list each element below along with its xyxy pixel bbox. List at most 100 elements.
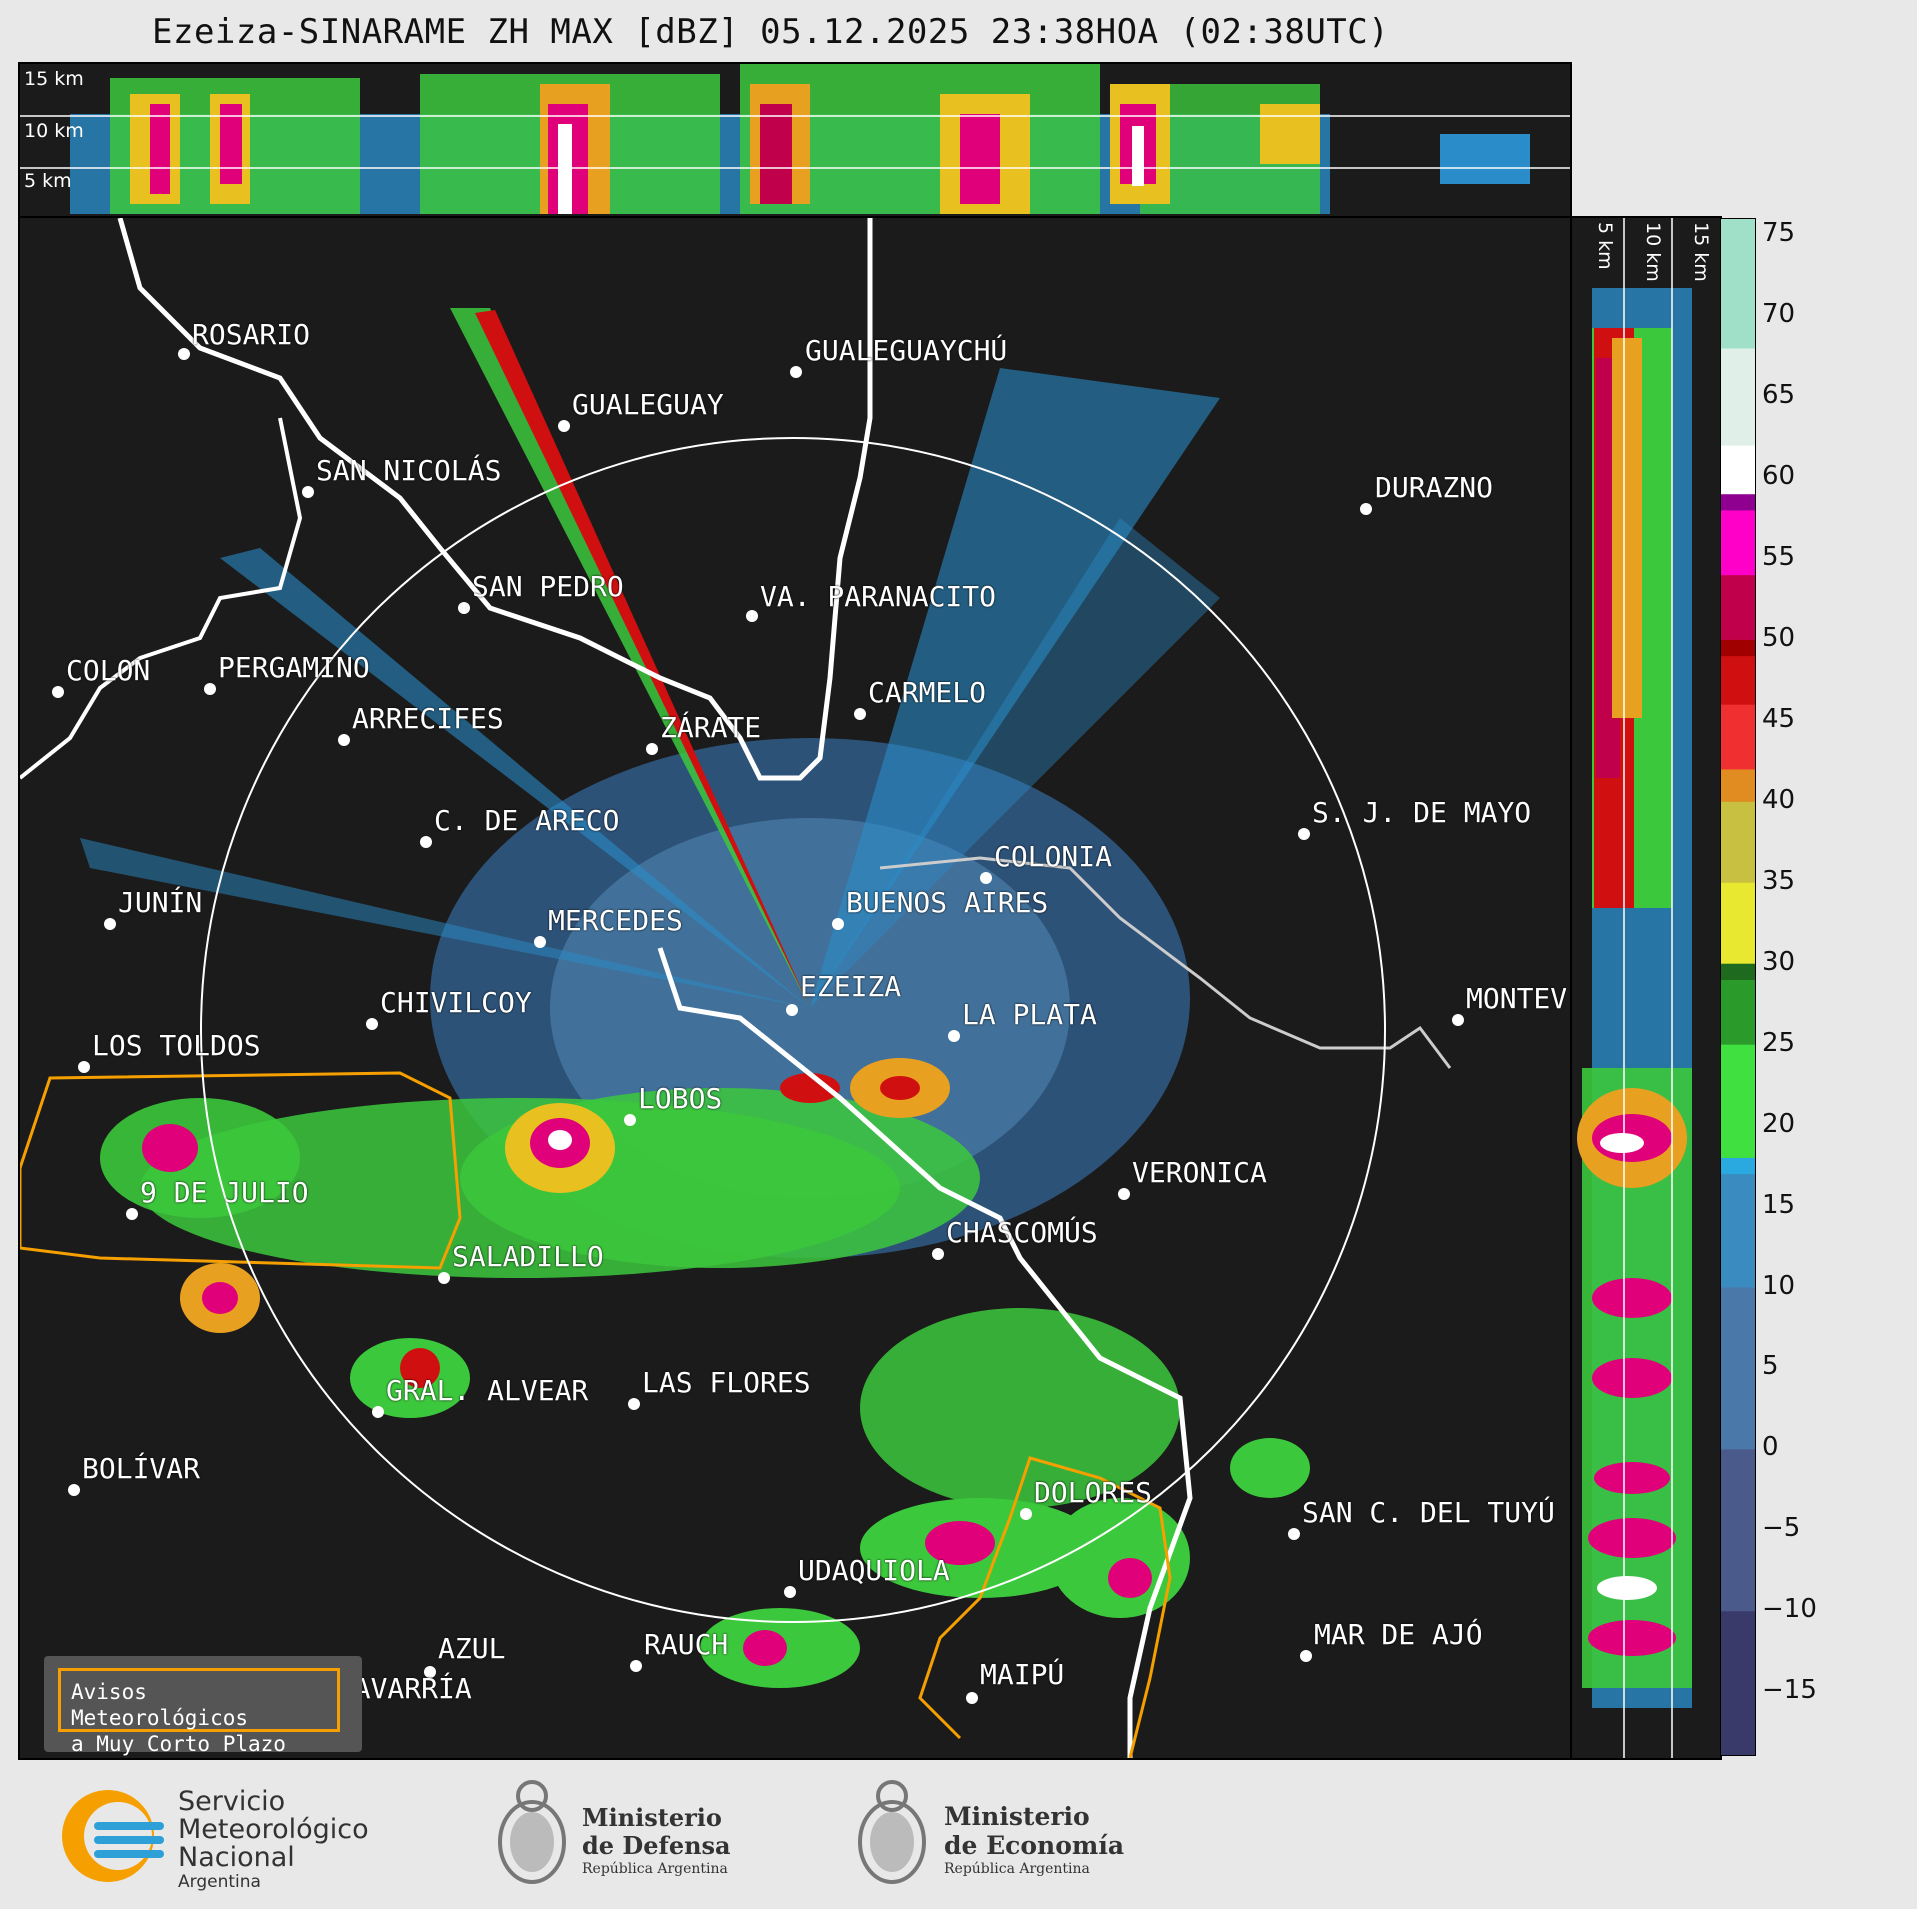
city-dot (424, 1666, 436, 1678)
city-dot (1298, 828, 1310, 840)
colorbar-border (1720, 218, 1756, 1756)
smn-line-3: Nacional (178, 1842, 295, 1873)
city-dot (366, 1018, 378, 1030)
city-label: BUENOS AIRES (846, 886, 1049, 919)
colorbar-tick-label: 35 (1762, 865, 1796, 896)
colorbar-tick-label: 65 (1762, 380, 1796, 411)
city-label: 9 DE JULIO (140, 1176, 309, 1209)
height-label-5km-right: 5 km (1594, 222, 1616, 270)
city-dot (966, 1692, 978, 1704)
colorbar-tick-label: 20 (1762, 1108, 1796, 1139)
map-title: Ezeiza-SINARAME ZH MAX [dBZ] 05.12.2025 … (152, 12, 1390, 52)
height-label-10km-right: 10 km (1642, 222, 1664, 282)
city-dot (104, 918, 116, 930)
city-label: ROSARIO (192, 318, 311, 351)
colorbar-tick-label: 25 (1762, 1027, 1796, 1058)
city-dot (338, 734, 350, 746)
city-label: RAUCH (644, 1628, 729, 1661)
city-dot (948, 1030, 960, 1042)
city-dot (52, 686, 64, 698)
city-label: S. J. DE MAYO (1312, 796, 1532, 829)
colorbar-tick-label: 50 (1762, 622, 1796, 653)
legend-line-2: a Muy Corto Plazo (71, 1732, 286, 1756)
city-label: C. DE ARECO (434, 804, 620, 837)
warnings-legend[interactable]: Avisos Meteorológicos a Muy Corto Plazo (44, 1656, 362, 1756)
city-label: DURAZNO (1375, 471, 1494, 504)
colorbar-segment (1720, 1043, 1756, 1158)
colorbar-segment (1720, 800, 1756, 883)
radar-map[interactable]: ROSARIO GUALEGUAYCHÚ GUALEGUAY SAN NICOL… (18, 216, 1572, 1760)
colorbar-segment (1720, 218, 1756, 349)
city-label: MERCEDES (548, 904, 683, 937)
colorbar-segment (1720, 493, 1756, 511)
colorbar-tick-label: −5 (1762, 1513, 1801, 1544)
colorbar-segment (1720, 881, 1756, 964)
coat-of-arms-icon (498, 1780, 566, 1884)
economia-logo: Ministerio de Economía República Argenti… (854, 1774, 1134, 1900)
colorbar-segment (1720, 509, 1756, 576)
city-label: UDAQUIOLA (798, 1554, 950, 1587)
city-dot (558, 420, 570, 432)
colorbar-segment (1720, 703, 1756, 770)
colorbar-segment (1720, 962, 1756, 980)
city-label: LOS TOLDOS (92, 1029, 261, 1062)
colorbar-tick-label: 70 (1762, 299, 1796, 330)
colorbar-tick-label: 75 (1762, 218, 1796, 249)
city-label: SAN C. DEL TUYÚ (1302, 1496, 1555, 1529)
colorbar-tick-label: 10 (1762, 1270, 1796, 1301)
city-dot (854, 708, 866, 720)
city-dot (784, 1586, 796, 1598)
colorbar-tick-label: 5 (1762, 1351, 1779, 1382)
colorbar-segment (1720, 1286, 1756, 1450)
colorbar-segment (1720, 1173, 1756, 1288)
colorbar-tick-label: −15 (1762, 1675, 1817, 1706)
city-label: MAIPÚ (980, 1658, 1065, 1691)
city-dot (1288, 1528, 1300, 1540)
city-label: CHASCOMÚS (946, 1216, 1098, 1249)
colorbar-segment (1720, 1610, 1756, 1756)
defensa-logo: Ministerio de Defensa República Argentin… (494, 1774, 754, 1900)
smn-logo-icon (62, 1790, 164, 1882)
city-dot (126, 1208, 138, 1220)
colorbar-segment (1720, 655, 1756, 705)
city-label: JUNÍN (118, 886, 203, 919)
city-dot (1020, 1508, 1032, 1520)
height-label-10km: 10 km (24, 120, 84, 142)
colorbar-segment (1720, 574, 1756, 640)
height-label-15km: 15 km (24, 68, 84, 90)
city-dot (534, 936, 546, 948)
colorbar-segment (1720, 444, 1756, 495)
smn-logo: Servicio Meteorológico Nacional Argentin… (56, 1786, 386, 1896)
height-label-5km: 5 km (24, 170, 72, 192)
colorbar-tick-label: 40 (1762, 784, 1796, 815)
city-label: GUALEGUAYCHÚ (805, 334, 1008, 367)
right-cross-section: 5 km 10 km 15 km (1570, 216, 1722, 1760)
city-label: CARMELO (868, 676, 987, 709)
colorbar-tick-label: 45 (1762, 703, 1796, 734)
city-dot (302, 486, 314, 498)
warnings-legend-frame: Avisos Meteorológicos a Muy Corto Plazo (58, 1668, 340, 1756)
city-dot (438, 1272, 450, 1284)
city-dot (178, 348, 190, 360)
city-label: LOBOS (638, 1082, 723, 1115)
top-cross-section: 15 km 10 km 5 km (18, 62, 1572, 218)
city-dot (832, 918, 844, 930)
city-dot (790, 366, 802, 378)
colorbar-segment (1720, 978, 1756, 1045)
smn-line-1: Servicio (178, 1786, 286, 1817)
colorbar-tick-label: 15 (1762, 1189, 1796, 1220)
radar-map-image (20, 218, 1452, 1758)
city-dot (646, 743, 658, 755)
city-label: GRAL. ALVEAR (386, 1374, 589, 1407)
city-dot (630, 1660, 642, 1672)
city-label: LAS FLORES (642, 1366, 811, 1399)
economia-line-2: de Economía (944, 1831, 1125, 1860)
colorbar-tick-label: 30 (1762, 946, 1796, 977)
smn-line-4: Argentina (178, 1872, 261, 1892)
city-dot (420, 836, 432, 848)
city-label: CHIVILCOY (380, 986, 532, 1019)
city-dot (628, 1398, 640, 1410)
city-label: SAN NICOLÁS (316, 454, 502, 487)
city-dot (1360, 503, 1372, 515)
colorbar-segment (1720, 347, 1756, 446)
